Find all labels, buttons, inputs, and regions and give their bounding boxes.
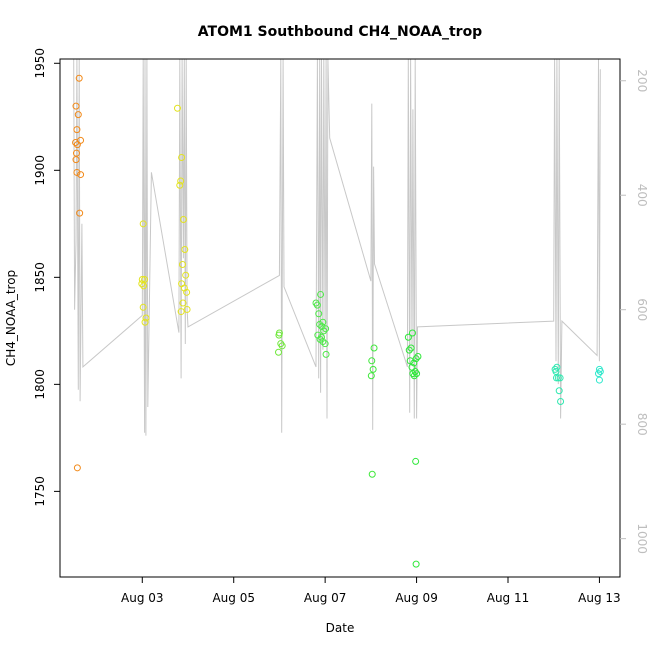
- data-point: [177, 177, 185, 185]
- data-point: [557, 397, 565, 405]
- data-point: [414, 353, 422, 361]
- pressure-track: [73, 58, 601, 436]
- data-point: [413, 370, 421, 378]
- data-point: [315, 310, 323, 318]
- data-point: [77, 171, 85, 179]
- data-point: [313, 301, 321, 309]
- data-point: [406, 357, 414, 365]
- data-point: [553, 363, 561, 371]
- y2-tick-label: 800: [635, 413, 649, 436]
- x-axis-label: Date: [326, 621, 355, 635]
- data-point: [139, 220, 147, 228]
- data-point: [173, 104, 181, 112]
- right-y-axis: 200 400 600 800 1000: [620, 69, 649, 554]
- data-point: [183, 288, 191, 296]
- data-point: [410, 359, 418, 367]
- data-points: [72, 74, 604, 568]
- data-point: [182, 271, 190, 279]
- data-point: [141, 318, 149, 326]
- y-tick-label: 1900: [33, 155, 47, 186]
- data-point: [370, 344, 378, 352]
- data-point: [552, 374, 560, 382]
- data-point: [181, 246, 189, 254]
- y-axis-label: CH4_NOAA_trop: [4, 270, 18, 366]
- x-tick-label: Aug 07: [304, 591, 347, 605]
- data-point: [72, 102, 80, 110]
- data-point: [595, 376, 603, 384]
- data-point: [369, 365, 377, 373]
- data-point: [140, 282, 148, 290]
- plot-frame: [59, 58, 621, 578]
- x-tick-label: Aug 11: [487, 591, 530, 605]
- y-axis: 1750 1800 1850 1900 1950: [33, 48, 60, 507]
- data-point: [275, 331, 283, 339]
- data-point: [322, 325, 330, 333]
- data-point: [75, 74, 83, 82]
- data-point: [412, 560, 420, 568]
- data-point: [142, 314, 150, 322]
- data-point: [408, 329, 416, 337]
- data-point: [554, 374, 562, 382]
- data-point: [176, 181, 184, 189]
- x-axis: Aug 03 Aug 05 Aug 07 Aug 09 Aug 11 Aug 13: [121, 577, 621, 605]
- data-point: [595, 370, 603, 378]
- y-tick-label: 1850: [33, 262, 47, 293]
- data-point: [318, 323, 326, 331]
- data-point: [177, 308, 185, 316]
- y2-tick-label: 600: [635, 298, 649, 321]
- y-tick-label: 1800: [33, 369, 47, 400]
- data-point: [317, 290, 325, 298]
- data-point: [73, 168, 81, 176]
- data-point: [316, 320, 324, 328]
- data-point: [179, 299, 187, 307]
- data-point: [407, 344, 415, 352]
- data-point: [278, 342, 286, 350]
- data-point: [73, 464, 81, 472]
- y-tick-label: 1750: [33, 476, 47, 507]
- data-point: [320, 327, 328, 335]
- data-point: [73, 141, 81, 149]
- data-point: [73, 126, 81, 134]
- x-tick-label: Aug 13: [578, 591, 621, 605]
- pressure-track-line: [73, 58, 601, 436]
- chart-title: ATOM1 Southbound CH4_NOAA_trop: [198, 24, 482, 40]
- data-point: [183, 305, 191, 313]
- data-point: [179, 260, 187, 268]
- data-point: [321, 340, 329, 348]
- data-point: [404, 333, 412, 341]
- data-point: [368, 357, 376, 365]
- y2-tick-label: 200: [635, 69, 649, 92]
- data-point: [555, 387, 563, 395]
- data-point: [179, 216, 187, 224]
- data-point: [72, 138, 80, 146]
- data-point: [275, 348, 283, 356]
- data-point: [138, 280, 146, 288]
- data-point: [410, 372, 418, 380]
- data-point: [556, 374, 564, 382]
- x-tick-label: Aug 09: [395, 591, 438, 605]
- y2-tick-label: 400: [635, 184, 649, 207]
- data-point: [178, 153, 186, 161]
- data-point: [405, 346, 413, 354]
- data-point: [76, 209, 84, 217]
- data-point: [322, 350, 330, 358]
- data-point: [319, 338, 327, 346]
- x-tick-label: Aug 03: [121, 591, 164, 605]
- x-tick-label: Aug 05: [212, 591, 255, 605]
- data-point: [74, 111, 82, 119]
- data-point: [596, 368, 604, 376]
- data-point: [138, 275, 146, 283]
- y2-tick-label: 1000: [635, 523, 649, 554]
- data-point: [367, 372, 375, 380]
- data-point: [412, 457, 420, 465]
- data-point: [72, 156, 80, 164]
- y-tick-label: 1950: [33, 48, 47, 79]
- data-point: [368, 470, 376, 478]
- data-point: [139, 303, 147, 311]
